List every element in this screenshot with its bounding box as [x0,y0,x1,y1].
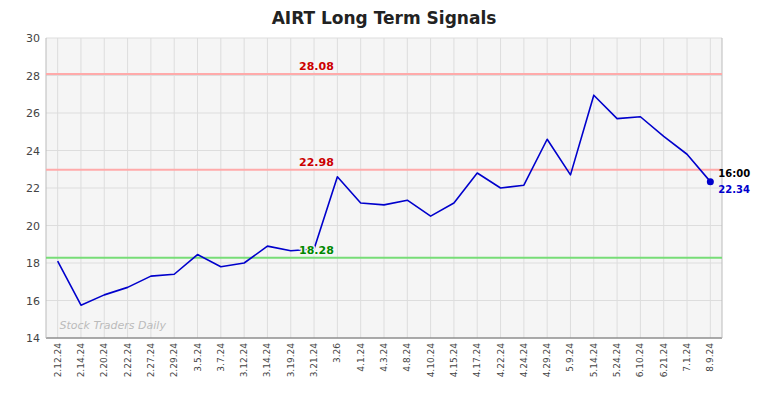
x-tick-label: 4.22.24 [496,343,506,378]
x-tick-label: 4.10.24 [426,343,436,378]
x-tick-label: 3.21.24 [309,343,319,378]
grid-line [477,38,478,338]
y-tick-label: 24 [26,145,40,158]
grid-line [314,38,315,338]
grid-line [593,38,594,338]
grid-line [453,38,454,338]
marks [46,74,722,305]
grid-line [290,38,291,338]
x-tick-label: 8.9.24 [705,343,715,372]
title: AIRT Long Term Signals [272,8,497,28]
annotation: 16:00 [718,168,750,179]
x-tick-label: 6.21.24 [659,343,669,378]
x-tick-label: 4.24.24 [519,343,529,378]
grid-line [687,38,688,338]
x-tick-label: 3.14.24 [262,343,272,378]
y-tick-label: 16 [26,295,40,308]
x-tick-label: 4.15.24 [449,343,459,378]
grid-line [127,38,128,338]
x-tick-label: 2.27.24 [146,343,156,378]
x-tick-label: 4.1.24 [356,343,366,372]
x-tick-label: 2.22.24 [123,343,133,378]
grid-line [710,38,711,338]
x-tick-label: 4.29.24 [542,343,552,378]
grid-line [570,38,571,338]
grid-line [523,38,524,338]
reference-line [46,257,722,259]
watermark: Stock Traders Daily [60,319,167,332]
reference-label: 28.08 [299,60,334,73]
chart: AIRT Long Term Signals 14 16 18 20 22 24 26 28 30… [0,0,784,398]
y-tick-label: 22 [26,182,40,195]
x-tick-label: 3.26 [332,343,342,363]
grid-line [244,38,245,338]
grid-line [384,38,385,338]
x-tick-label: 4.17.24 [472,343,482,378]
y-tick-label: 14 [26,332,40,345]
x-tick-label: 3.12.24 [239,343,249,378]
grid-line [174,38,175,338]
grid-line [57,38,58,338]
x-tick-label: 5.9.24 [565,343,575,372]
grid-line [407,38,408,338]
y-tick-label: 28 [26,70,40,83]
x-tick-label: 6.10.24 [635,343,645,378]
x-tick-label: 2.12.24 [53,343,63,378]
x-tick-label: 7.1.24 [682,343,692,372]
y-tick-label: 20 [26,220,40,233]
grid-line [104,38,105,338]
y-tick-label: 26 [26,107,40,120]
grid-line [267,38,268,338]
grid-line [547,38,548,338]
reference-label: 18.28 [299,244,334,257]
grid-line [360,38,361,338]
grid-line [663,38,664,338]
x-tick-label: 4.3.24 [379,343,389,372]
reference-line [46,73,722,75]
data-label: 22.34 [718,184,750,195]
grid-line [337,38,338,338]
y-tick-label: 30 [26,32,40,45]
x-axis [46,338,722,339]
y-tick-label: 18 [26,257,40,270]
grid-line [80,38,81,338]
x-tick-label: 2.20.24 [99,343,109,378]
plot-area [46,38,722,338]
reference-line [46,169,722,171]
x-tick-label: 5.14.24 [589,343,599,378]
grid-line [617,38,618,338]
grid-line [640,38,641,338]
y-axis [46,38,47,338]
x-tick-label: 3.7.24 [216,343,226,372]
x-tick-label: 2.14.24 [76,343,86,378]
x-tick-label: 3.5.24 [193,343,203,372]
x-tick-label: 2.29.24 [169,343,179,378]
grid-line [430,38,431,338]
last-point [707,178,714,185]
x-tick-label: 4.8.24 [402,343,412,372]
grid-line [150,38,151,338]
grid-line [197,38,198,338]
x-tick-label: 3.19.24 [286,343,296,378]
grid-line [220,38,221,338]
reference-label: 22.98 [299,156,334,169]
grid-line [46,338,722,339]
x-tick-label: 5.24.24 [612,343,622,378]
line [58,95,711,305]
